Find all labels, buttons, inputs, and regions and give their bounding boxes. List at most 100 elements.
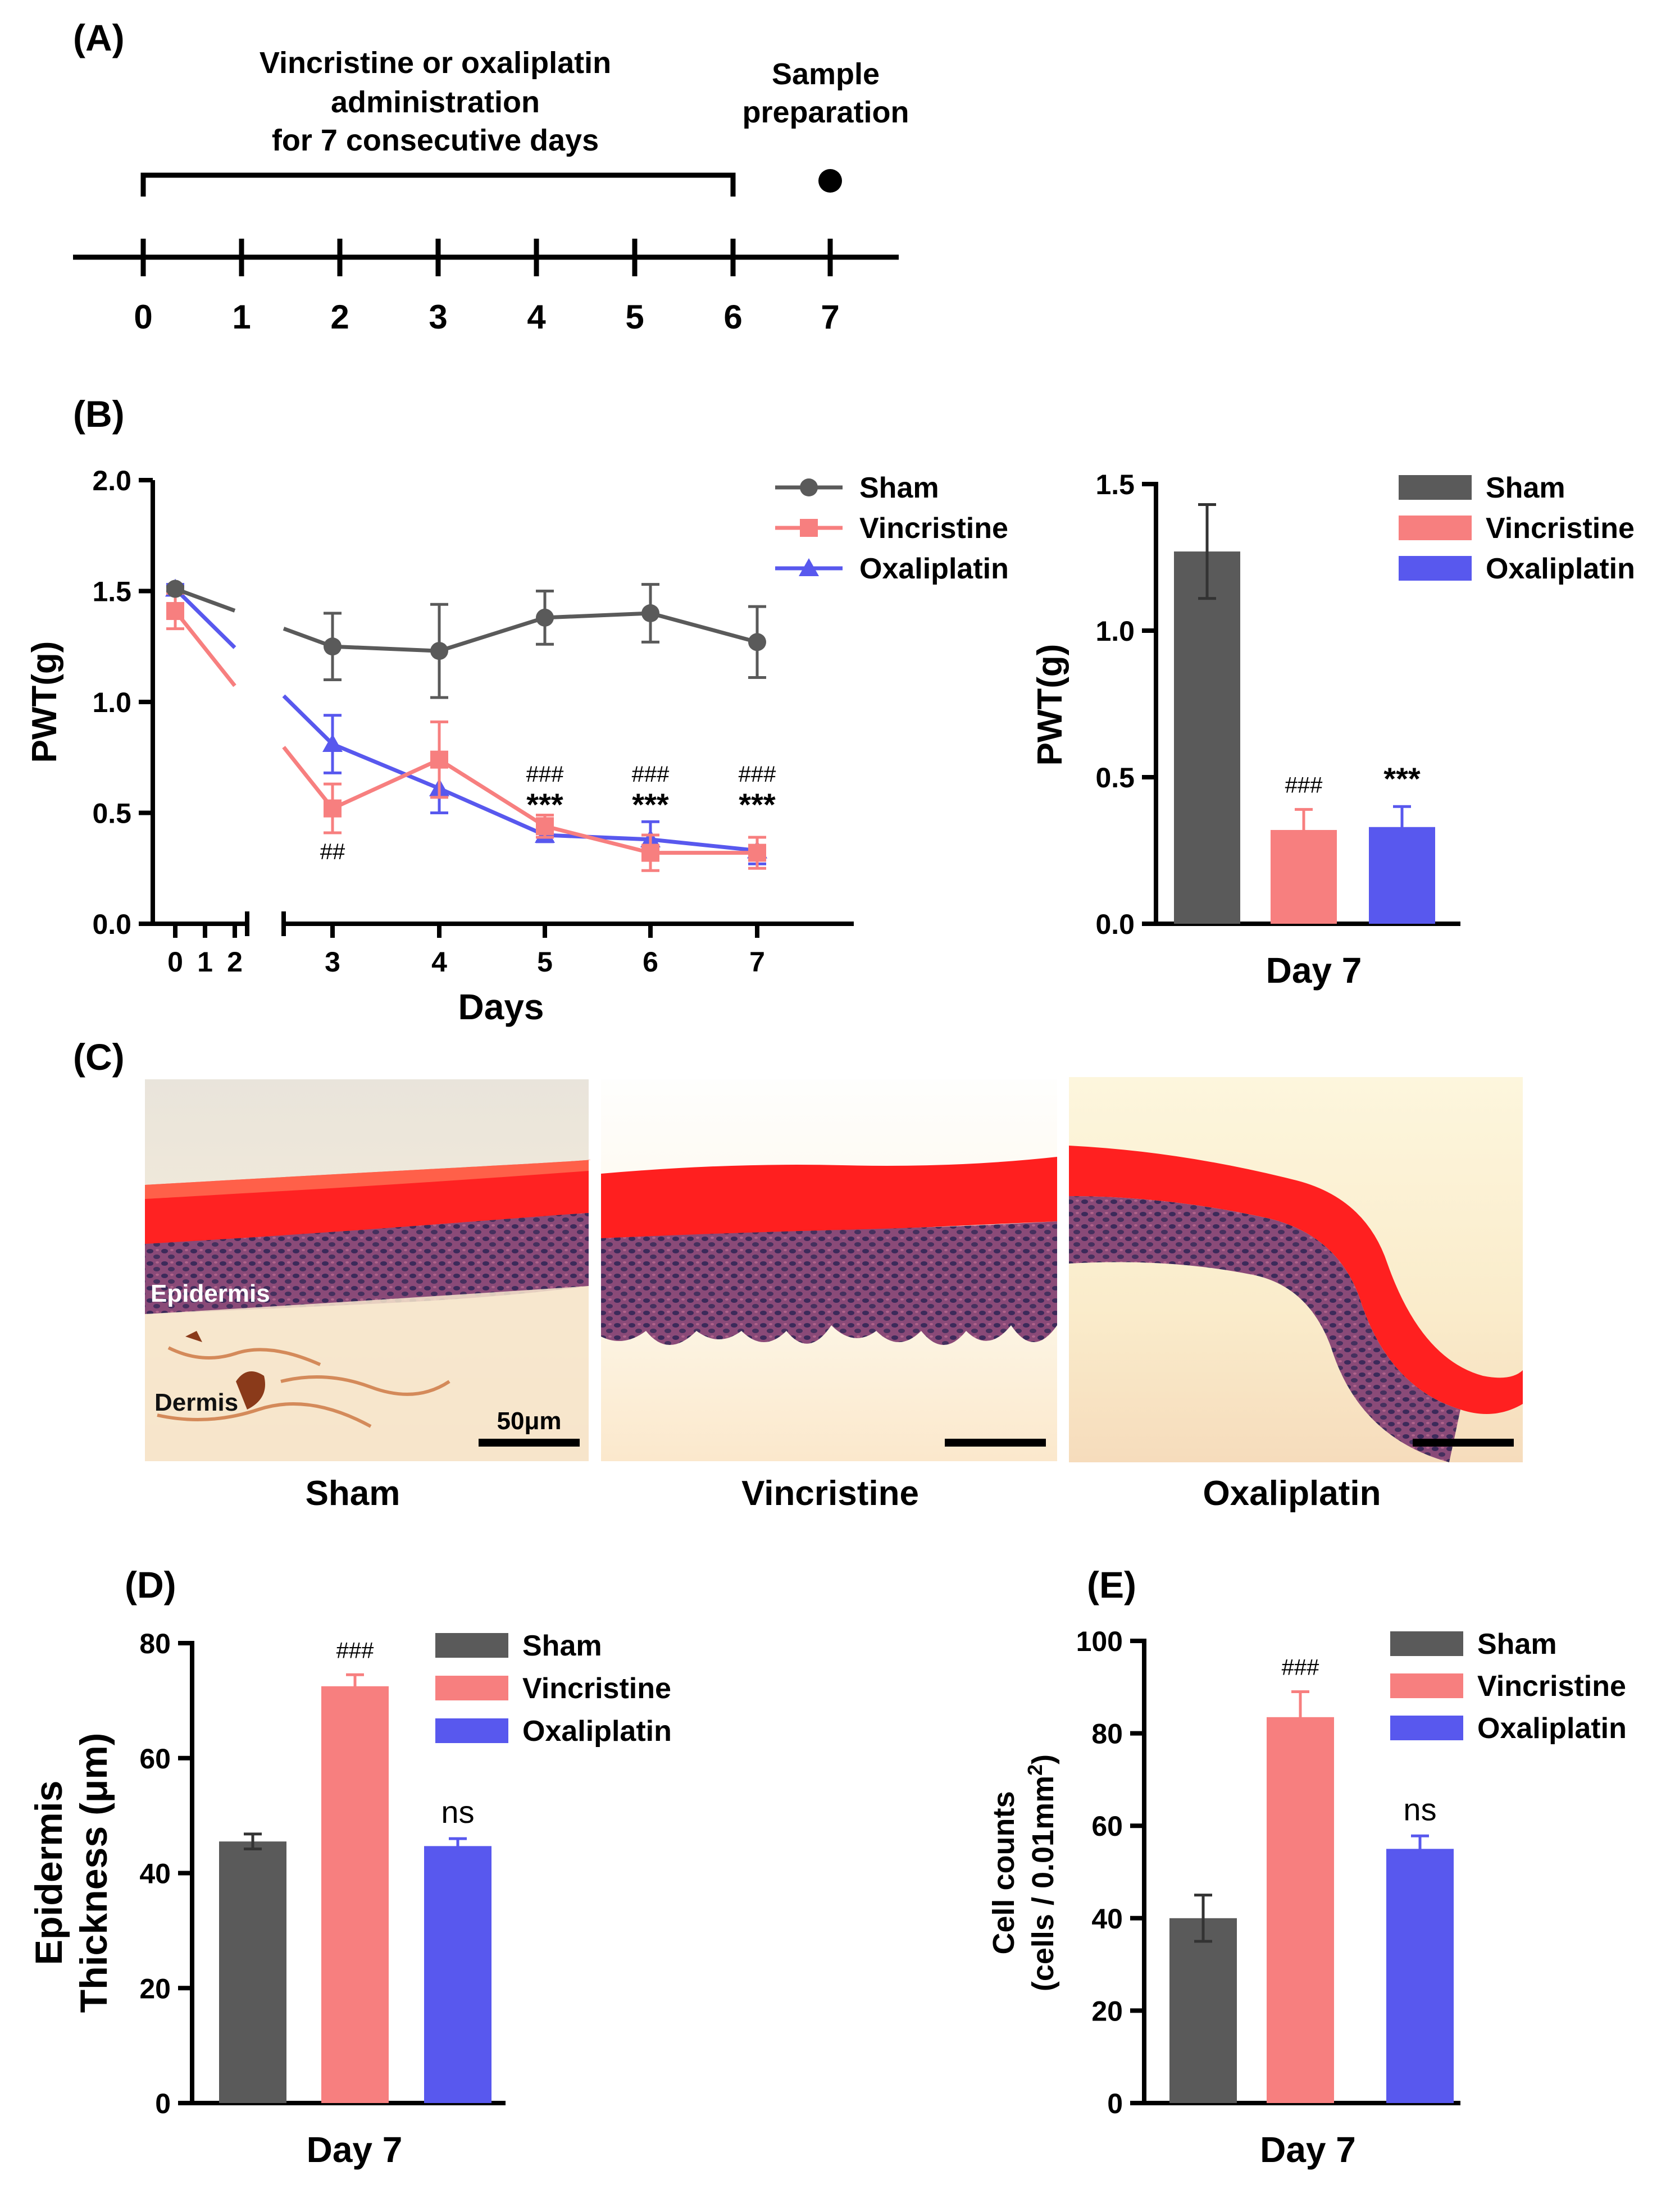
significance-hash: ### [526,762,564,787]
thickness-chart-y-label-line-1: Epidermis [28,1781,70,1965]
thickness-chart-y-label-line-2: Thickness (μm) [72,1733,115,2013]
significance-star: *** [632,787,669,822]
cellcount-y-label-exponent: 2 [1023,1764,1046,1776]
cellcount-chart-legend-swatch-0 [1390,1631,1463,1656]
sample-dot [818,169,842,193]
pwt-bar-chart-legend-swatch-2 [1399,556,1472,581]
bracket-label-line-1: Vincristine or oxaliplatin [260,46,611,80]
micrograph-vincristine [601,1079,1057,1461]
panel-label-e: (E) [1087,1564,1136,1606]
timeline-ticks: 0 1 2 3 4 5 6 7 [134,239,840,336]
pwt-bar-chart-y-tick-label: 1.0 [1095,615,1135,647]
pwt-day7-bar-chart: 0.0 0.5 1.0 1.5 ### *** Day 7 PWT(g) Sham Vincris… [1031,469,1635,991]
point-sham [536,608,554,627]
line-chart-x-tick-label: 1 [197,946,213,978]
bracket-label-line-2: administration [331,85,540,119]
line-segment-vincristine [331,758,440,810]
line-segment-sham [332,644,440,653]
cellcount-y-label-unit: (cells / 0.01mm [1026,1776,1060,1991]
line-segment-vincristine [438,758,546,828]
line-segment-sham [650,611,758,644]
point-vincristine [166,602,184,621]
scale-bar-label: 50μm [497,1407,562,1435]
pwt-bar-chart-y-tick-label: 1.5 [1095,469,1135,500]
line-segment-sham [174,587,236,613]
cellcount-chart-y-label-line-2: (cells / 0.01mm2) [1023,1754,1060,1991]
line-chart-x-tick-label: 0 [167,946,183,978]
thickness-chart-y-tick-label: 60 [139,1743,171,1775]
line-chart-legend-label-2: Oxaliplatin [859,553,1009,585]
point-sham [641,604,659,622]
panel-label-b: (B) [73,393,125,435]
line-chart-x-tick-label: 4 [431,946,447,978]
micrograph-label-sham: Sham [306,1474,400,1513]
timeline-day-label-5: 5 [625,298,644,336]
thickness-chart-y-tick-label: 0 [155,2088,171,2119]
line-chart-x-tick-label: 2 [227,946,243,978]
timeline-day-label-4: 4 [527,298,546,336]
line-chart-y-tick-label: 1.5 [92,576,131,608]
micrograph-oxaliplatin [1069,1077,1523,1462]
line-chart-y-label: PWT(g) [25,641,64,763]
scale-bar-oxaliplatin [1413,1439,1514,1447]
cellcount-chart-y-tick-label: 40 [1091,1903,1123,1935]
thickness-chart-legend-swatch-2 [435,1718,508,1743]
line-segment-vincristine [544,824,651,855]
cell-counts-chart: 0 20 40 60 80 100 ### ns Day 7 Cell counts (cells … [987,1626,1627,2170]
sample-label-line-2: preparation [742,95,909,129]
line-segment-oxaliplatin [282,694,334,746]
point-vincristine [536,817,554,836]
cellcount-chart-y-tick-label: 100 [1076,1626,1123,1657]
cellcount-chart-significance: ns [1403,1791,1436,1827]
cellcount-y-label-close: ) [1026,1754,1060,1764]
line-segment-oxaliplatin [331,742,440,791]
line-chart-y-tick-label: 2.0 [92,465,131,496]
pwt-bar-chart-legend-label-2: Oxaliplatin [1486,553,1635,585]
scale-bar-vincristine [945,1439,1046,1447]
sample-label-line-1: Sample [772,57,880,91]
line-chart-x-label: Days [458,987,544,1027]
line-segment-oxaliplatin [174,587,236,649]
pwt-bar-chart-legend-swatch-0 [1399,475,1472,500]
panel-label-d: (D) [125,1564,176,1606]
scale-bar-sham [479,1439,580,1447]
pwt-bar-chart-y-tick-label: 0.0 [1095,909,1135,940]
significance-star: *** [526,787,563,822]
timeline-day-label-3: 3 [429,298,447,336]
line-segment-sham [438,615,546,653]
thickness-chart-legend-swatch-1 [435,1676,508,1700]
epidermis-thickness-chart: 0 20 40 60 80 ### ns Day 7 Epidermis Thickness (μ… [28,1628,672,2170]
timeline-day-label-1: 1 [232,298,251,336]
line-segment-sham [544,611,651,620]
point-vincristine [324,799,342,818]
timeline-day-label-7: 7 [821,298,839,336]
line-chart-legend-marker-0 [800,478,818,496]
thickness-chart-y-tick-label: 40 [139,1858,171,1890]
cellcount-chart-bar-vincristine [1267,1717,1334,2103]
line-segment-oxaliplatin [544,833,651,842]
timeline-day-label-0: 0 [134,298,152,336]
panel-label-a: (A) [73,17,125,58]
administration-bracket [140,172,736,197]
pwt-bar-chart-bar-sham [1174,551,1240,924]
thickness-chart-x-label: Day 7 [307,2129,403,2170]
cellcount-chart-bar-sham [1169,1918,1237,2103]
cellcount-chart-y-tick-label: 20 [1091,1995,1123,2027]
significance-star: *** [739,787,776,822]
cellcount-chart-x-label: Day 7 [1260,2129,1356,2170]
cellcount-chart-significance: ### [1282,1655,1319,1680]
thickness-chart-legend-swatch-0 [435,1633,508,1658]
panel-label-c: (C) [73,1036,125,1078]
point-sham [748,633,766,651]
line-chart-x-tick-label: 6 [643,946,658,978]
line-chart-y-tick-label: 1.0 [92,687,131,718]
significance-hash: ### [632,762,670,787]
cellcount-chart-legend-swatch-1 [1390,1673,1463,1698]
line-segment-vincristine [174,609,236,687]
point-sham [430,642,448,660]
panel-e: (E) 0 20 40 60 80 100 ### ns Day 7 Cell counts (ce… [987,1564,1627,2170]
line-chart-legend-label-1: Vincristine [859,512,1008,545]
line-chart-legend-label-0: Sham [859,472,939,504]
